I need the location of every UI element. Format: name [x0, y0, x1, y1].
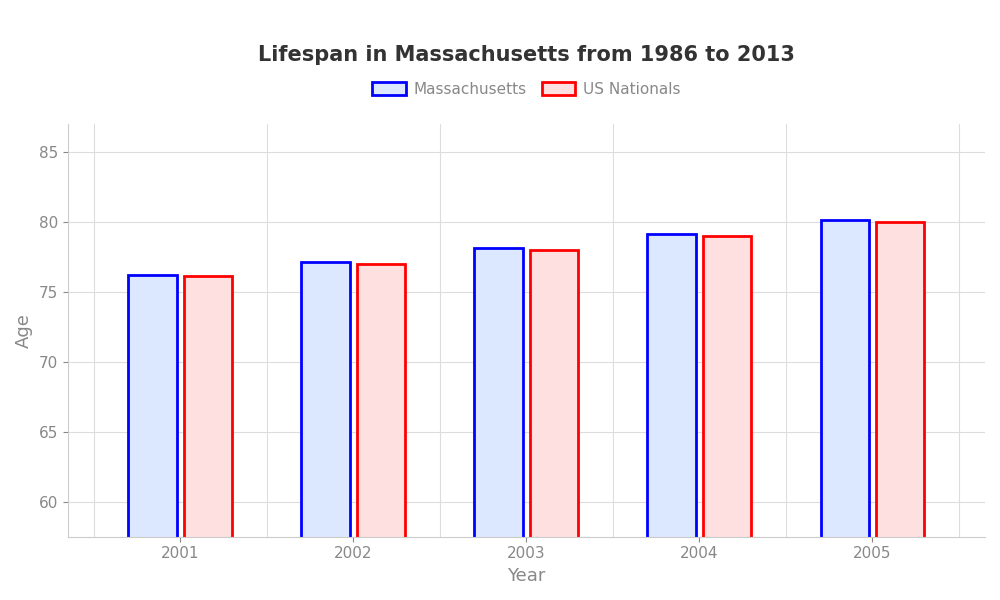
Bar [357, 263, 405, 600]
Bar [876, 221, 924, 600]
Legend: Massachusetts, US Nationals: Massachusetts, US Nationals [372, 82, 681, 97]
Bar [703, 236, 751, 600]
Bar [184, 276, 232, 600]
Bar [128, 275, 177, 600]
Bar [301, 262, 350, 600]
Bar [821, 220, 869, 600]
X-axis label: Year: Year [507, 567, 546, 585]
Bar [530, 250, 578, 600]
Bar [474, 248, 523, 600]
Bar [647, 234, 696, 600]
Y-axis label: Age: Age [15, 313, 33, 347]
Title: Lifespan in Massachusetts from 1986 to 2013: Lifespan in Massachusetts from 1986 to 2… [258, 45, 795, 65]
